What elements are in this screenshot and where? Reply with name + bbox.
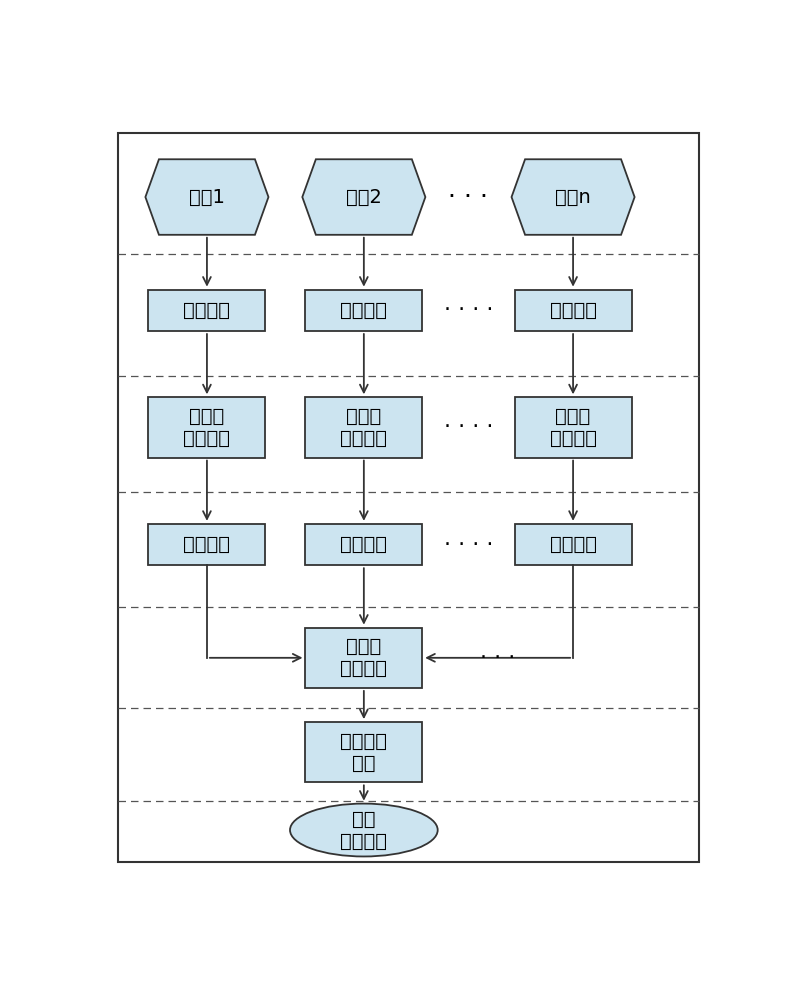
FancyBboxPatch shape xyxy=(306,722,422,783)
FancyBboxPatch shape xyxy=(515,289,631,332)
Polygon shape xyxy=(303,159,426,234)
Text: 时频分析: 时频分析 xyxy=(549,535,596,554)
FancyBboxPatch shape xyxy=(515,524,631,565)
Text: 扫描道
位置校正: 扫描道 位置校正 xyxy=(183,407,230,448)
Text: 通道1: 通道1 xyxy=(189,187,225,207)
Text: · · ·: · · · xyxy=(480,647,515,668)
Text: 通道2: 通道2 xyxy=(346,187,382,207)
Text: 时频域
信号融合: 时频域 信号融合 xyxy=(341,638,387,678)
Text: 扫描道
位置校正: 扫描道 位置校正 xyxy=(341,407,387,448)
Text: · · · ·: · · · · xyxy=(444,535,493,554)
Text: 时频分析: 时频分析 xyxy=(183,535,230,554)
Text: 零点校正: 零点校正 xyxy=(341,301,387,320)
Text: · · · ·: · · · · xyxy=(444,300,493,321)
FancyBboxPatch shape xyxy=(306,397,422,457)
Text: · · ·: · · · xyxy=(449,185,488,209)
Text: 合成
雷达图像: 合成 雷达图像 xyxy=(341,809,387,851)
Polygon shape xyxy=(511,159,634,234)
FancyBboxPatch shape xyxy=(515,397,631,457)
FancyBboxPatch shape xyxy=(306,628,422,688)
Polygon shape xyxy=(145,159,268,234)
Text: 扫描道
位置校正: 扫描道 位置校正 xyxy=(549,407,596,448)
Text: 零点校正: 零点校正 xyxy=(183,301,230,320)
Text: 零点校正: 零点校正 xyxy=(549,301,596,320)
Text: 时频分析: 时频分析 xyxy=(341,535,387,554)
Text: 逆时频域
变换: 逆时频域 变换 xyxy=(341,732,387,773)
Text: · · · ·: · · · · xyxy=(444,418,493,438)
FancyBboxPatch shape xyxy=(148,524,265,565)
Ellipse shape xyxy=(290,803,437,856)
FancyBboxPatch shape xyxy=(148,397,265,457)
FancyBboxPatch shape xyxy=(306,289,422,332)
FancyBboxPatch shape xyxy=(148,289,265,332)
Text: 通道n: 通道n xyxy=(555,187,591,207)
FancyBboxPatch shape xyxy=(306,524,422,565)
